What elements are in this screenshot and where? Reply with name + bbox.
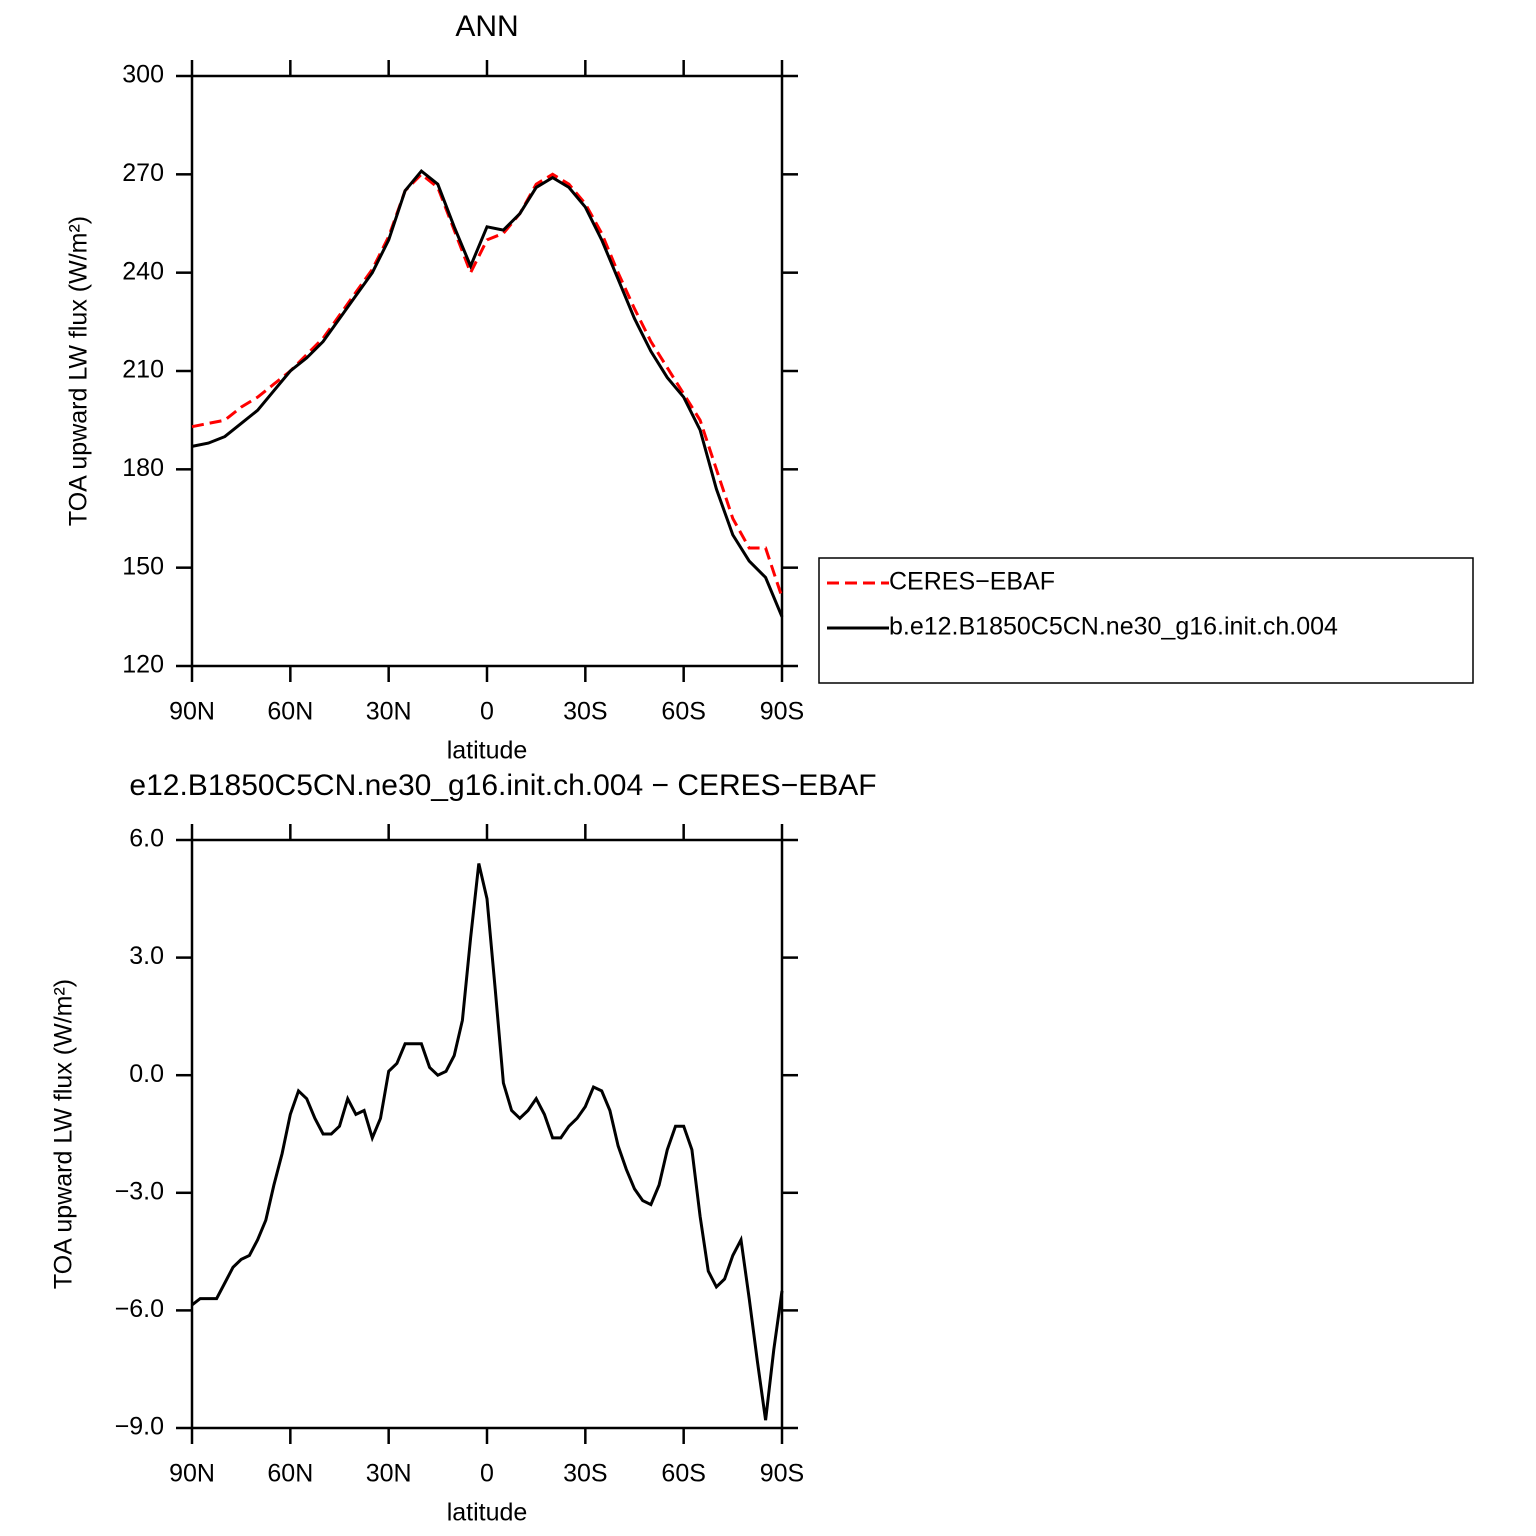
x-tick-label: 30N	[366, 1460, 412, 1488]
legend-label: b.e12.B1850C5CN.ne30_g16.init.ch.004	[889, 613, 1338, 641]
y-tick-label: −3.0	[115, 1177, 164, 1205]
y-tick-label: 150	[122, 552, 164, 580]
y-tick-label: −9.0	[115, 1413, 164, 1441]
x-tick-label: 60S	[661, 1460, 705, 1488]
x-tick-label: 60N	[267, 698, 313, 726]
x-tick-label: 0	[480, 1460, 494, 1488]
y-tick-label: −6.0	[115, 1295, 164, 1323]
y-tick-label: 180	[122, 454, 164, 482]
legend-box	[818, 557, 1474, 684]
data-line	[191, 172, 784, 598]
y-tick-label: 300	[122, 61, 164, 89]
chart-title: e12.B1850C5CN.ne30_g16.init.ch.004 − CER…	[129, 769, 876, 802]
y-tick-label: 120	[122, 651, 164, 679]
legend-label: CERES−EBAF	[889, 568, 1055, 596]
x-tick-label: 0	[480, 698, 494, 726]
y-tick-label: 6.0	[129, 825, 164, 853]
y-axis-label: TOA upward LW flux (W/m²)	[50, 979, 78, 1289]
x-tick-label: 90S	[760, 698, 804, 726]
data-line	[191, 169, 784, 618]
x-tick-label: 60N	[267, 1460, 313, 1488]
x-tick-label: 90N	[169, 698, 215, 726]
x-tick-label: 30N	[366, 698, 412, 726]
y-tick-label: 210	[122, 356, 164, 384]
data-line	[191, 863, 784, 1421]
x-axis-label: latitude	[447, 737, 528, 765]
x-tick-label: 90S	[760, 1460, 804, 1488]
y-tick-label: 270	[122, 159, 164, 187]
plot-frame	[190, 74, 784, 668]
x-axis-label: latitude	[447, 1499, 528, 1527]
y-tick-label: 0.0	[129, 1060, 164, 1088]
y-tick-label: 240	[122, 257, 164, 285]
y-tick-label: 3.0	[129, 942, 164, 970]
x-tick-label: 30S	[563, 698, 607, 726]
x-tick-label: 60S	[661, 698, 705, 726]
x-tick-label: 30S	[563, 1460, 607, 1488]
y-axis-label: TOA upward LW flux (W/m²)	[65, 216, 93, 526]
plot-frame	[190, 838, 784, 1430]
chart-title: ANN	[455, 10, 518, 43]
x-tick-label: 90N	[169, 1460, 215, 1488]
